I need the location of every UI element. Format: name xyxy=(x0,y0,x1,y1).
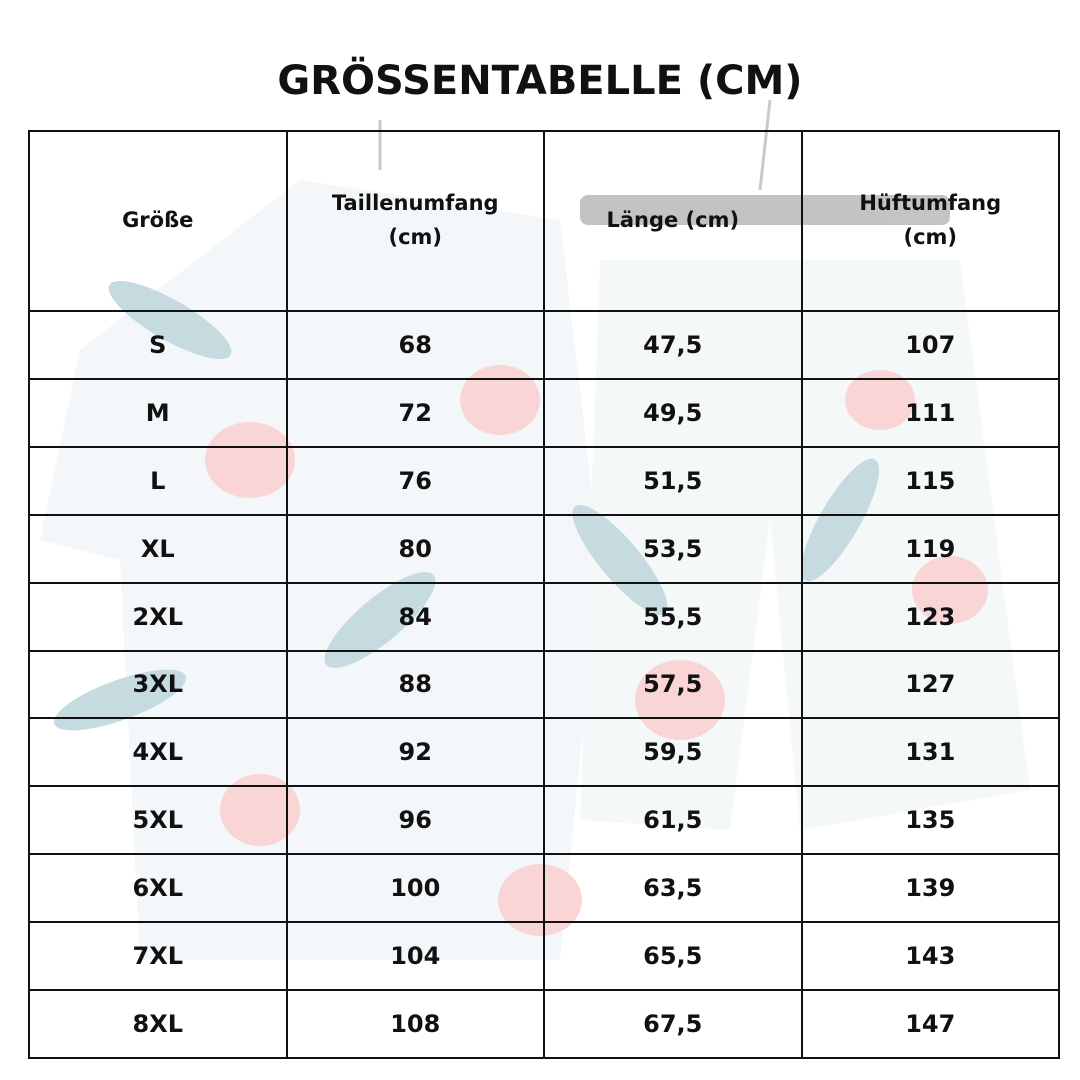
table-cell: 147 xyxy=(800,989,1060,1059)
table-cell: 61,5 xyxy=(543,785,803,856)
table-cell: 80 xyxy=(285,513,545,584)
header-text: Größe xyxy=(122,208,194,233)
table-cell: 7XL xyxy=(28,921,288,992)
table-row: L 76 51,5 115 xyxy=(28,445,1060,516)
table-cell: 119 xyxy=(800,513,1060,584)
table-row: M 72 49,5 111 xyxy=(28,377,1060,448)
table-cell: 6XL xyxy=(28,853,288,924)
table-cell: 5XL xyxy=(28,785,288,856)
header-text: Länge (cm) xyxy=(606,208,740,233)
header-cell: Länge (cm) xyxy=(543,130,803,312)
header-cell: Größe xyxy=(28,130,288,312)
table-cell: 107 xyxy=(800,310,1060,380)
header-cell: Hüftumfang (cm) xyxy=(800,130,1060,312)
table-row: S 68 47,5 107 xyxy=(28,310,1060,380)
table-cell: M xyxy=(28,377,288,448)
table-cell: 57,5 xyxy=(543,649,803,720)
table-cell: 92 xyxy=(285,717,545,788)
table-cell: 49,5 xyxy=(543,377,803,448)
table-cell: 115 xyxy=(800,445,1060,516)
table-cell: L xyxy=(28,445,288,516)
table-cell: 4XL xyxy=(28,717,288,788)
table-cell: 100 xyxy=(285,853,545,924)
table-cell: 55,5 xyxy=(543,581,803,652)
table-body: S 68 47,5 107 M 72 49,5 111 L 76 51,5 115 XL 80 53,5 11… xyxy=(28,310,1060,1059)
table-cell: 65,5 xyxy=(543,921,803,992)
table-row: 6XL 100 63,5 139 xyxy=(28,853,1060,924)
table-cell: 111 xyxy=(800,377,1060,448)
header-text: Taillenumfang (cm) xyxy=(331,191,499,249)
table-cell: 127 xyxy=(800,649,1060,720)
table-cell: 104 xyxy=(285,921,545,992)
table-row: 3XL 88 57,5 127 xyxy=(28,649,1060,720)
table-cell: 59,5 xyxy=(543,717,803,788)
table-cell: 2XL xyxy=(28,581,288,652)
size-table: Größe Taillenumfang (cm) Länge (cm) Hüftumf… xyxy=(28,130,1060,1059)
table-cell: 131 xyxy=(800,717,1060,788)
table-row: 8XL 108 67,5 147 xyxy=(28,989,1060,1059)
table-cell: 96 xyxy=(285,785,545,856)
table-cell: 3XL xyxy=(28,649,288,720)
header-cell: Taillenumfang (cm) xyxy=(285,130,545,312)
table-cell: 135 xyxy=(800,785,1060,856)
table-row: XL 80 53,5 119 xyxy=(28,513,1060,584)
table-row: 4XL 92 59,5 131 xyxy=(28,717,1060,788)
table-cell: 51,5 xyxy=(543,445,803,516)
table-cell: 108 xyxy=(285,989,545,1059)
table-cell: 84 xyxy=(285,581,545,652)
table-cell: XL xyxy=(28,513,288,584)
table-cell: 68 xyxy=(285,310,545,380)
table-cell: 53,5 xyxy=(543,513,803,584)
table-cell: 76 xyxy=(285,445,545,516)
table-cell: 67,5 xyxy=(543,989,803,1059)
table-cell: 8XL xyxy=(28,989,288,1059)
table-cell: 88 xyxy=(285,649,545,720)
table-cell: 143 xyxy=(800,921,1060,992)
table-cell: 72 xyxy=(285,377,545,448)
table-row: 7XL 104 65,5 143 xyxy=(28,921,1060,992)
table-cell: 139 xyxy=(800,853,1060,924)
table-cell: 47,5 xyxy=(543,310,803,380)
table-cell: S xyxy=(28,310,288,380)
table-cell: 123 xyxy=(800,581,1060,652)
header-text: Hüftumfang (cm) xyxy=(859,191,1002,249)
header-row: Größe Taillenumfang (cm) Länge (cm) Hüftumf… xyxy=(28,130,1060,312)
table-row: 2XL 84 55,5 123 xyxy=(28,581,1060,652)
title: GRÖSSENTABELLE (CM) xyxy=(277,58,803,104)
table-row: 5XL 96 61,5 135 xyxy=(28,785,1060,856)
table-cell: 63,5 xyxy=(543,853,803,924)
